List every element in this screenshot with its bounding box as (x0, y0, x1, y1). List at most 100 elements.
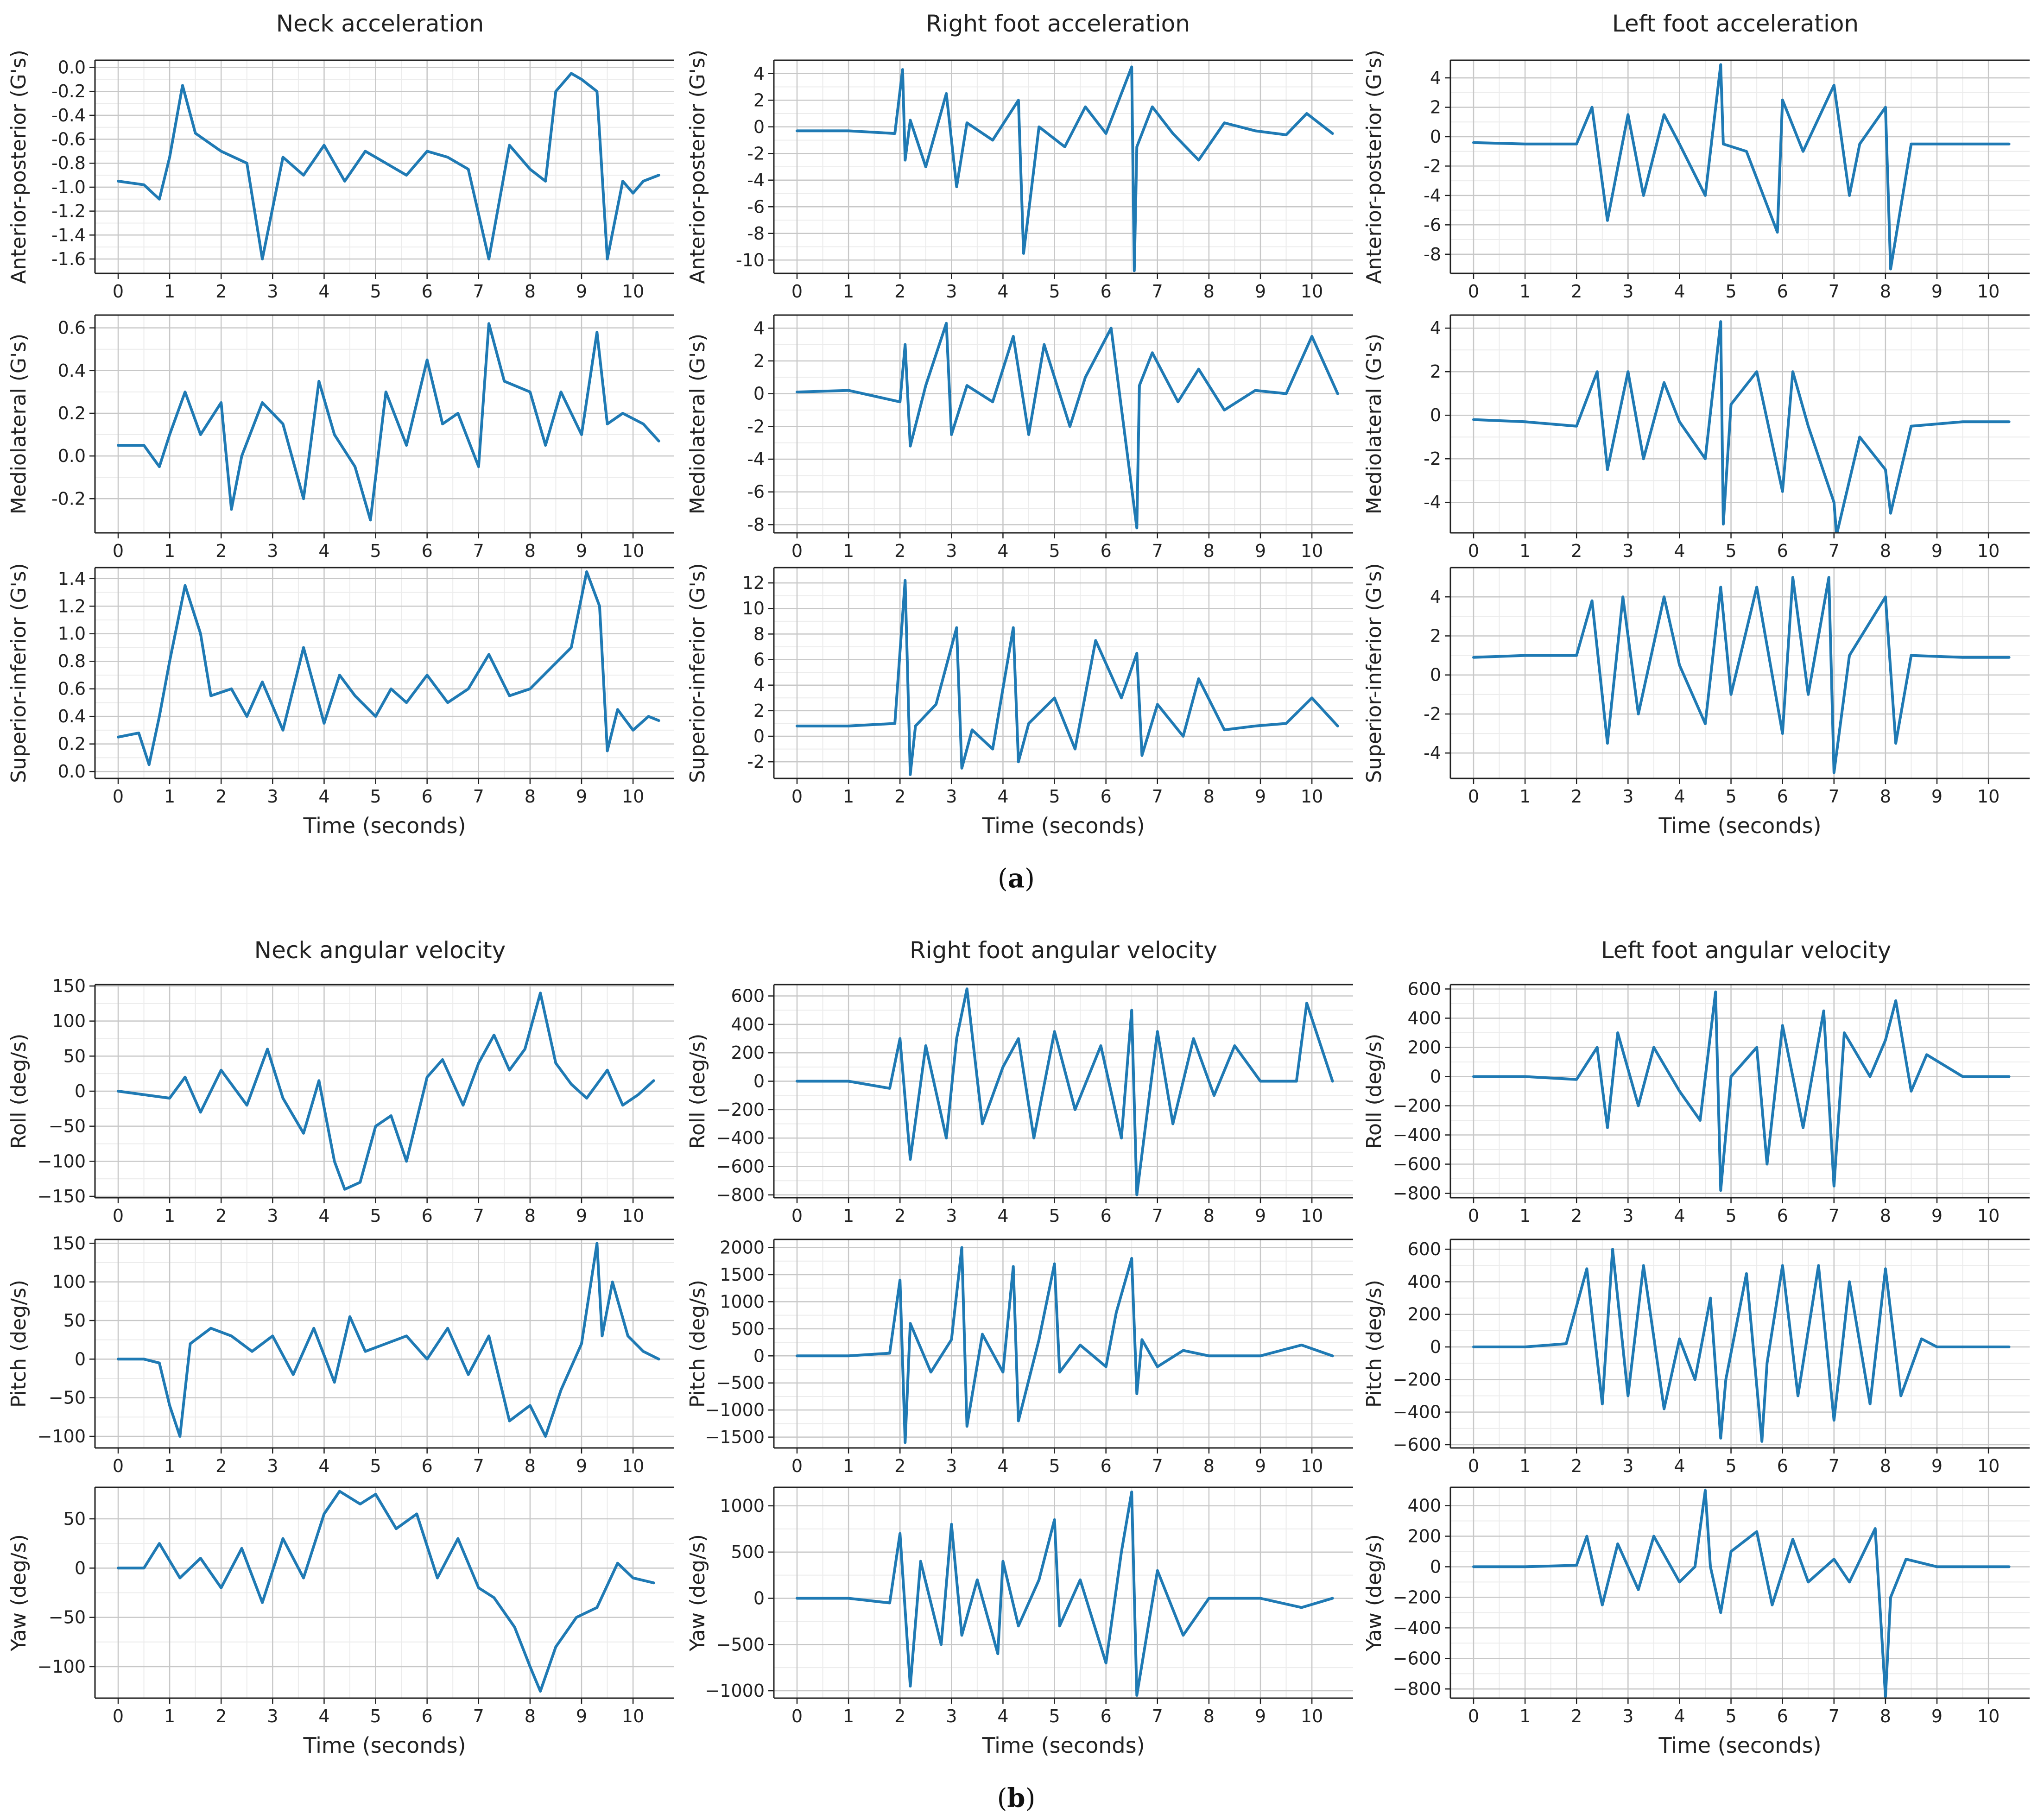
chart-0-xtick-label: 7 (473, 281, 484, 302)
chart-9-xtick-label: 10 (622, 1206, 644, 1226)
title-neck-angular-velocity: Neck angular velocity (254, 937, 506, 964)
chart-12-xtick-label: 3 (946, 1206, 957, 1226)
chart-15-xtick-label: 4 (1674, 1206, 1685, 1226)
chart-16-series-line (1472, 1248, 2011, 1443)
chart-15-ytick-label: −600 (1393, 1154, 1441, 1175)
chart-16-ytick-label: −400 (1393, 1402, 1441, 1422)
panel-label-b-letter: b (1007, 1783, 1025, 1814)
chart-13-ytick-label: −1500 (705, 1427, 765, 1447)
chart-3-ytick-label: -6 (747, 196, 765, 217)
chart-4-ylabel: Mediolateral (G's) (686, 334, 709, 514)
chart-14-xtick-label: 3 (946, 1706, 957, 1726)
chart-8-xtick-label: 0 (1468, 786, 1479, 807)
chart-4-ytick-label: -4 (747, 449, 765, 469)
chart-6-xtick-label: 2 (1571, 281, 1582, 302)
chart-0-ytick-label: -1.2 (51, 201, 86, 221)
chart-17-xtick-label: 6 (1777, 1706, 1788, 1726)
chart-6-ylabel: Anterior-posterior (G's) (1362, 50, 1386, 284)
chart-9-ytick-label: −50 (49, 1116, 86, 1137)
chart-16-xtick-label: 8 (1880, 1456, 1891, 1476)
chart-9-xtick-label: 9 (576, 1206, 587, 1226)
chart-8-xtick-label: 6 (1777, 786, 1788, 807)
chart-5-xtick-label: 6 (1101, 786, 1112, 807)
chart-17-ytick-label: 200 (1407, 1526, 1441, 1547)
title-right-foot-angular-velocity: Right foot angular velocity (910, 937, 1217, 964)
chart-7-xtick-label: 1 (1519, 541, 1531, 561)
chart-1-ytick-label: -0.2 (51, 488, 86, 509)
chart-16-xtick-label: 2 (1571, 1456, 1582, 1476)
chart-7-xtick-label: 8 (1880, 541, 1891, 561)
chart-6-xtick-label: 0 (1468, 281, 1479, 302)
chart-13-ytick-label: 0 (753, 1346, 765, 1366)
chart-10-ylabel: Pitch (deg/s) (7, 1280, 31, 1408)
chart-5-xtick-label: 10 (1301, 786, 1323, 807)
chart-9-ytick-label: −150 (38, 1186, 86, 1207)
chart-13-xtick-label: 1 (843, 1456, 854, 1476)
chart-15-ytick-label: 0 (1430, 1066, 1441, 1087)
chart-10-xtick-label: 8 (525, 1456, 536, 1476)
chart-12-xtick-label: 0 (791, 1206, 803, 1226)
charts-layer: 0 1 2 3 4 5 6 7 8 9 10-1.6-1.4-1.2-1.0-0.8-0.6-0.4… (7, 50, 2030, 1758)
chart-12-ytick-label: −400 (716, 1128, 765, 1148)
chart-11-xtick-label: 0 (113, 1706, 124, 1726)
chart-0: 0 1 2 3 4 5 6 7 8 9 10 -1.6 -1.4 -1.2 -1.0 -0.8 -0.6 -0.4… (7, 50, 674, 302)
chart-0-xtick-label: 6 (422, 281, 433, 302)
chart-10-xtick-label: 9 (576, 1456, 587, 1476)
chart-3-ytick-label: 2 (753, 90, 765, 110)
chart-5-xlabel: Time (seconds) (981, 813, 1145, 838)
chart-9-xtick-label: 8 (525, 1206, 536, 1226)
panel-label-b: (b) (997, 1783, 1036, 1814)
chart-4-ytick-label: 4 (753, 318, 765, 338)
chart-5-xtick-label: 3 (946, 786, 957, 807)
chart-12-ytick-label: −800 (716, 1185, 765, 1205)
chart-17-ytick-label: −600 (1393, 1648, 1441, 1668)
chart-8-ytick-label: -2 (1424, 704, 1441, 724)
chart-5-xtick-label: 5 (1049, 786, 1060, 807)
chart-5-series-line (796, 579, 1339, 776)
chart-8-ytick-label: -4 (1424, 743, 1441, 763)
chart-12-xtick-label: 8 (1203, 1206, 1215, 1226)
chart-4-xtick-label: 1 (843, 541, 854, 561)
chart-10-xtick-label: 3 (267, 1456, 278, 1476)
chart-0-xtick-label: 5 (370, 281, 381, 302)
chart-17-ytick-label: −400 (1393, 1618, 1441, 1638)
chart-6-xtick-label: 9 (1931, 281, 1943, 302)
chart-6-xtick-label: 1 (1519, 281, 1531, 302)
chart-12-xtick-label: 2 (894, 1206, 905, 1226)
chart-9-xtick-label: 0 (113, 1206, 124, 1226)
chart-0-xtick-label: 0 (113, 281, 124, 302)
chart-5-ytick-label: 6 (753, 650, 765, 670)
chart-5-xtick-label: 0 (791, 786, 803, 807)
chart-15-xtick-label: 8 (1880, 1206, 1891, 1226)
chart-15-ytick-label: −200 (1393, 1096, 1441, 1116)
chart-9-xtick-label: 3 (267, 1206, 278, 1226)
chart-11-xtick-label: 5 (370, 1706, 381, 1726)
chart-11-xtick-label: 9 (576, 1706, 587, 1726)
chart-3: 0 1 2 3 4 5 6 7 8 9 10 -10 -8 -6 -4 -2 0 2 4 Anterior-poste… (686, 50, 1353, 302)
chart-7-xtick-label: 7 (1829, 541, 1840, 561)
chart-1: 0 1 2 3 4 5 6 7 8 9 10 -0.2 0.0 0.2 0.4 0.6 Mediolateral… (7, 314, 674, 561)
chart-0-ytick-label: -0.4 (51, 105, 86, 126)
chart-3-xtick-label: 0 (791, 281, 803, 302)
chart-14-ytick-label: −500 (716, 1634, 765, 1655)
chart-10-ytick-label: −50 (49, 1388, 86, 1408)
chart-16-xtick-label: 3 (1622, 1456, 1633, 1476)
chart-13-ytick-label: 500 (731, 1319, 765, 1339)
chart-1-ytick-label: 0.6 (58, 318, 86, 338)
chart-2-ytick-label: 1.2 (58, 596, 86, 616)
chart-3-ytick-label: -8 (747, 223, 765, 244)
chart-8-xtick-label: 2 (1571, 786, 1582, 807)
chart-17-xtick-label: 2 (1571, 1706, 1582, 1726)
chart-2-series-line (117, 570, 660, 766)
chart-0-xtick-label: 10 (622, 281, 644, 302)
chart-5-ytick-label: -2 (747, 752, 765, 772)
chart-4-ytick-label: 0 (753, 384, 765, 404)
chart-14-ytick-label: 500 (731, 1542, 765, 1562)
chart-12-ylabel: Roll (deg/s) (686, 1034, 709, 1149)
chart-1-ytick-label: 0.0 (58, 446, 86, 466)
chart-2-xtick-label: 0 (113, 786, 124, 807)
chart-12-series-line (796, 987, 1334, 1196)
chart-4-xtick-label: 5 (1049, 541, 1060, 561)
chart-12-ytick-label: 200 (731, 1043, 765, 1063)
chart-10: 0 1 2 3 4 5 6 7 8 9 10 −100 −50 0 50 100 150 Pitch (deg/s… (7, 1233, 674, 1476)
